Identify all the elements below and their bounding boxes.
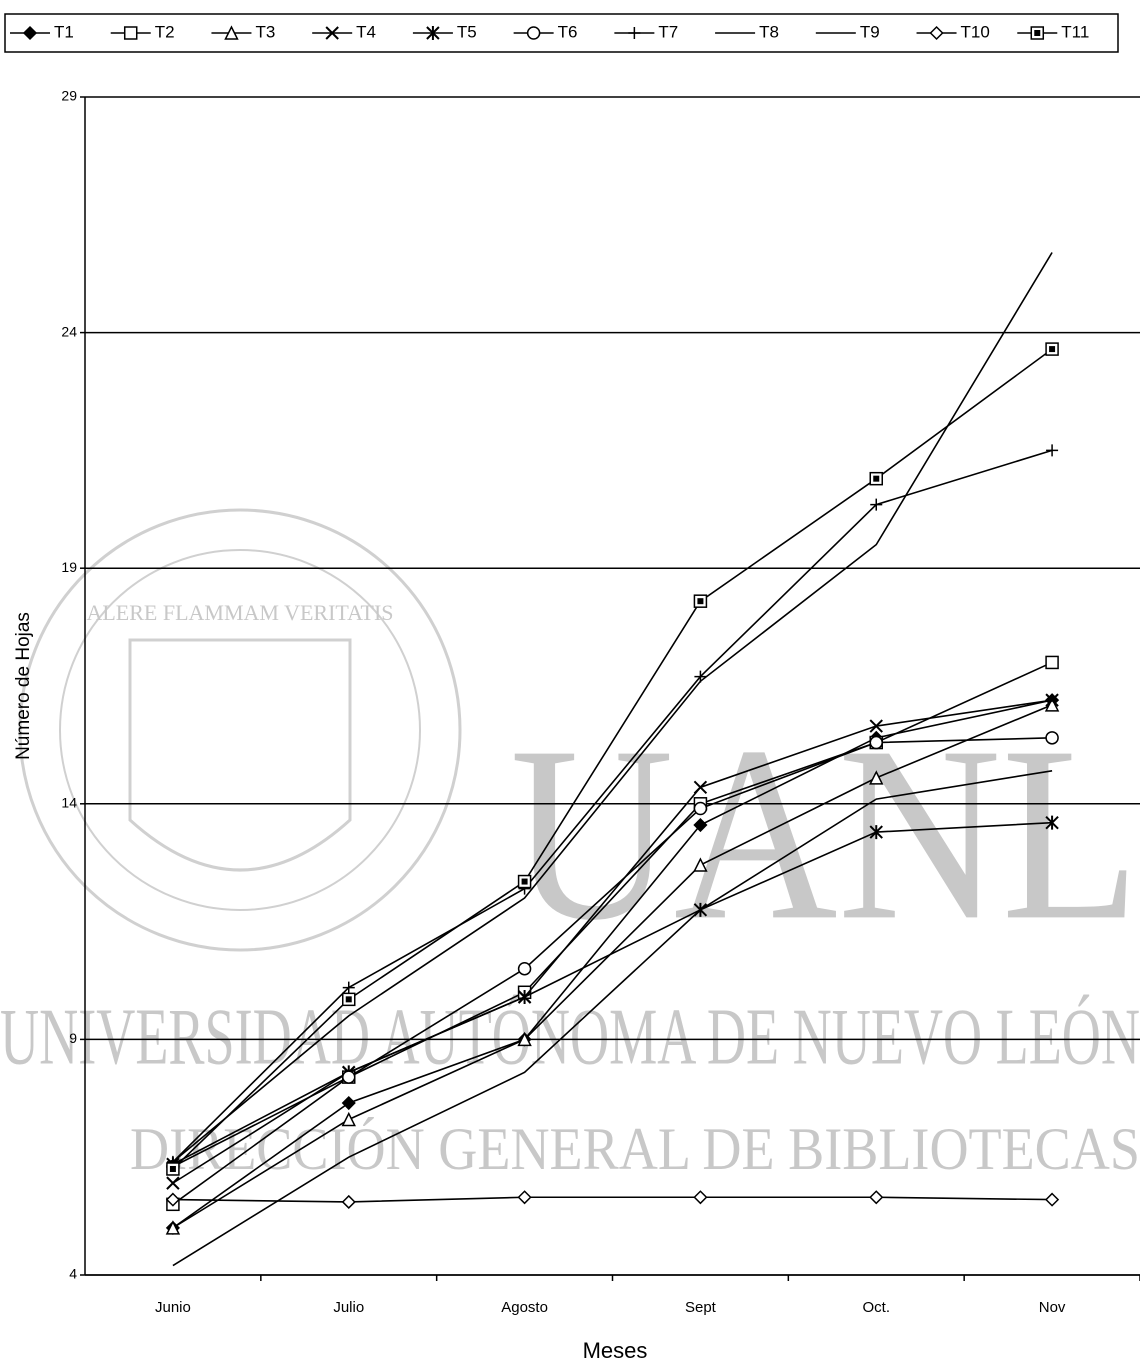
- marker: [517, 961, 532, 976]
- marker: [123, 26, 138, 40]
- marker: [166, 1176, 180, 1190]
- series-line: [172, 737, 1053, 1168]
- x-tick-label: Agosto: [501, 1299, 548, 1316]
- legend-label: T6: [558, 22, 578, 41]
- series-line: [172, 1196, 1053, 1203]
- legend-label: T8: [759, 22, 779, 41]
- series-line: [172, 661, 1053, 1205]
- x-axis-label: Meses: [583, 1338, 648, 1363]
- y-tick-label: 29: [61, 88, 77, 104]
- marker: [341, 1111, 356, 1127]
- marker: [869, 1190, 884, 1205]
- marker: [526, 26, 541, 40]
- watermark-initials: UANL: [510, 695, 1140, 972]
- series-line: [172, 252, 1053, 1163]
- y-axis-label: Número de Hojas: [13, 612, 34, 760]
- marker: [869, 471, 883, 486]
- legend-label: T1: [54, 22, 74, 41]
- legend-box: [4, 13, 1119, 53]
- marker: [517, 989, 532, 1004]
- marker: [426, 26, 440, 40]
- marker: [1044, 697, 1060, 712]
- series-line: [172, 699, 1053, 1184]
- marker: [165, 1220, 181, 1235]
- seal-ring: [18, 508, 462, 952]
- x-tick-label: Julio: [333, 1299, 364, 1316]
- marker: [693, 780, 708, 795]
- seal-ring: [59, 549, 421, 911]
- series-line: [172, 704, 1053, 1229]
- marker: [869, 719, 883, 733]
- marker-part: [521, 878, 528, 885]
- marker: [1045, 815, 1059, 830]
- marker: [1046, 444, 1059, 457]
- marker-part: [169, 1165, 176, 1172]
- marker: [1045, 1192, 1060, 1207]
- marker: [325, 26, 339, 40]
- marker: [929, 25, 944, 41]
- watermark-library: DIRECCIÓN GENERAL DE BIBLIOTECAS: [130, 1116, 1140, 1182]
- x-tick-label: Oct.: [862, 1299, 890, 1316]
- series-line: [172, 699, 1053, 1229]
- marker-part: [1034, 30, 1041, 36]
- marker-part: [873, 475, 880, 482]
- marker: [166, 1162, 180, 1176]
- marker: [165, 1192, 180, 1207]
- marker: [693, 594, 708, 608]
- marker: [517, 1190, 532, 1205]
- x-tick-label: Junio: [155, 1299, 191, 1316]
- marker: [342, 992, 356, 1007]
- marker-part: [345, 996, 352, 1003]
- marker: [1045, 655, 1059, 670]
- series-line: [172, 348, 1053, 1170]
- marker: [628, 27, 641, 39]
- seal-shield: [128, 638, 352, 872]
- legend-label: T2: [155, 22, 175, 41]
- marker: [869, 770, 884, 785]
- legend-label: T11: [1061, 22, 1089, 41]
- marker: [342, 981, 355, 994]
- watermark-motto: ALERE FLAMMAM VERITATIS: [86, 600, 393, 625]
- y-tick-label: 24: [61, 323, 77, 339]
- legend-label: T9: [860, 22, 880, 41]
- marker: [1030, 26, 1045, 40]
- marker-part: [697, 598, 704, 605]
- x-tick-label: Nov: [1039, 1299, 1066, 1316]
- marker: [341, 1194, 356, 1210]
- marker: [224, 25, 239, 40]
- marker: [869, 825, 883, 840]
- y-tick-label: 14: [61, 795, 77, 811]
- marker: [870, 498, 883, 511]
- marker: [22, 25, 38, 41]
- legend-label: T7: [658, 22, 678, 41]
- marker: [517, 1031, 532, 1047]
- legend-label: T5: [457, 22, 477, 41]
- y-tick-label: 19: [61, 559, 77, 575]
- marker: [693, 817, 708, 833]
- y-tick-label: 9: [69, 1030, 77, 1046]
- marker: [517, 874, 532, 889]
- marker: [342, 1070, 356, 1084]
- series-line: [172, 821, 1053, 1165]
- marker-part: [1049, 346, 1056, 353]
- marker: [693, 857, 708, 872]
- series-line: [172, 770, 1053, 1267]
- watermark: ALERE FLAMMAM VERITATIS UANL UNIVERSIDAD…: [0, 508, 1140, 1182]
- legend-label: T10: [961, 22, 990, 41]
- marker: [341, 1095, 356, 1111]
- marker: [1045, 731, 1059, 745]
- marker: [1045, 693, 1059, 707]
- legend-label: T3: [255, 22, 275, 41]
- y-tick-label: 4: [69, 1266, 77, 1282]
- marker: [1045, 342, 1059, 356]
- watermark-university: UNIVERSIDAD AUTÓNOMA DE NUEVO LEÓN: [0, 993, 1140, 1081]
- legend-label: T4: [356, 22, 376, 41]
- x-tick-label: Sept: [685, 1299, 717, 1316]
- marker: [693, 801, 708, 816]
- marker: [693, 1190, 708, 1205]
- marker: [869, 735, 883, 750]
